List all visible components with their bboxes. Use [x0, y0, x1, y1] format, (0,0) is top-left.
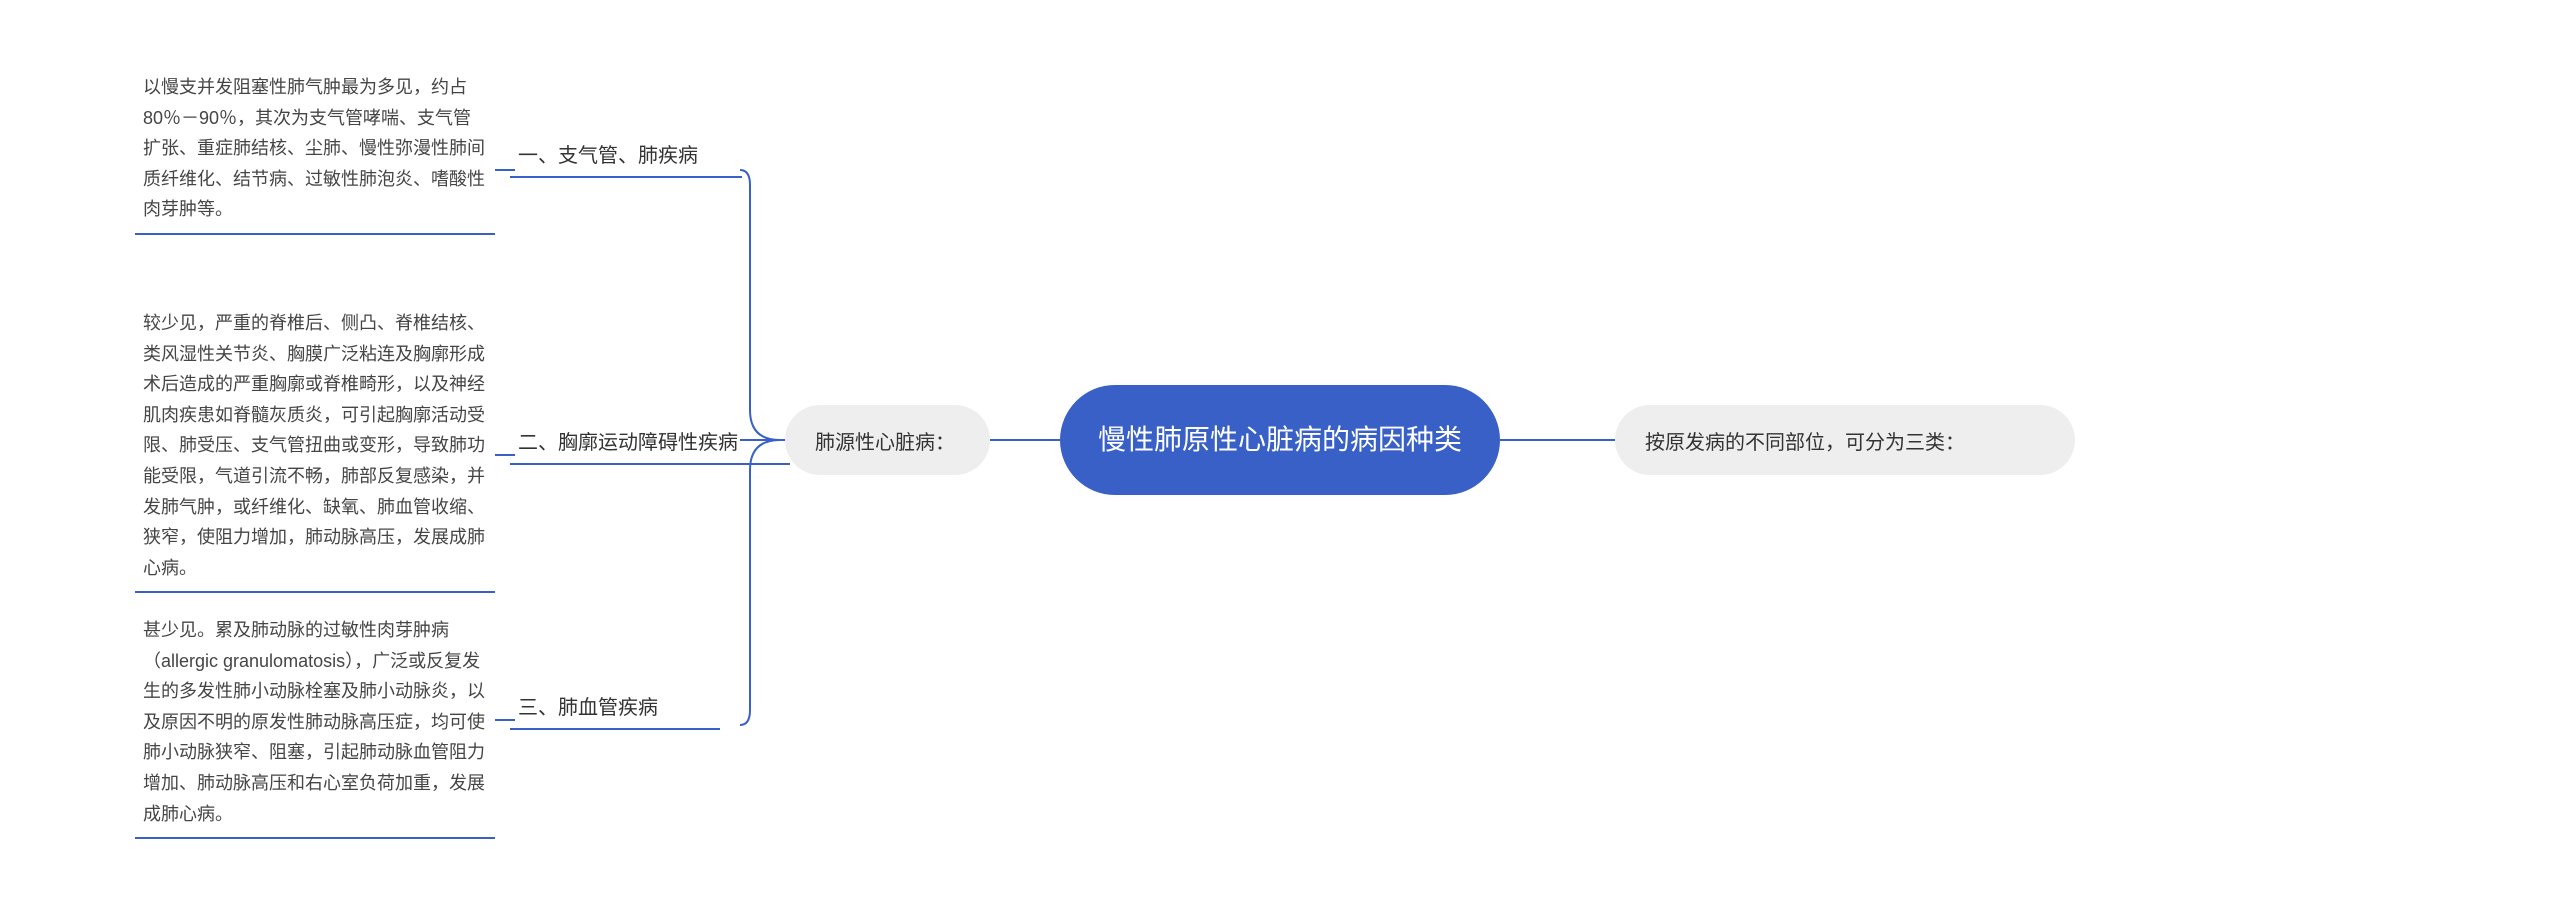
- detail-text-3: 甚少见。累及肺动脉的过敏性肉芽肿病（allergic granulomatosi…: [143, 615, 487, 829]
- category-label-3: 三、肺血管疾病: [518, 691, 658, 720]
- central-title: 慢性肺原性心脏病的病因种类: [1098, 419, 1462, 461]
- detail-node-1[interactable]: 以慢支并发阻塞性肺气肿最为多见，约占80％－90％，其次为支气管哮喘、支气管扩张…: [135, 72, 495, 235]
- connector-left-l1: [990, 420, 1060, 460]
- connector-right: [1500, 420, 1615, 460]
- right-label: 按原发病的不同部位，可分为三类：: [1645, 426, 1965, 455]
- category-label-1: 一、支气管、肺疾病: [518, 139, 698, 168]
- category-node-1[interactable]: 一、支气管、肺疾病: [510, 138, 742, 178]
- central-node[interactable]: 慢性肺原性心脏病的病因种类: [1060, 385, 1500, 495]
- detail-node-3[interactable]: 甚少见。累及肺动脉的过敏性肉芽肿病（allergic granulomatosi…: [135, 615, 495, 839]
- left-l1-label: 肺源性心脏病：: [815, 426, 955, 455]
- left-l1-node[interactable]: 肺源性心脏病：: [785, 405, 990, 475]
- detail-node-2[interactable]: 较少见，严重的脊椎后、侧凸、脊椎结核、类风湿性关节炎、胸膜广泛粘连及胸廓形成术后…: [135, 308, 495, 593]
- detail-text-2: 较少见，严重的脊椎后、侧凸、脊椎结核、类风湿性关节炎、胸膜广泛粘连及胸廓形成术后…: [143, 308, 487, 583]
- detail-text-1: 以慢支并发阻塞性肺气肿最为多见，约占80％－90％，其次为支气管哮喘、支气管扩张…: [143, 72, 487, 225]
- right-node[interactable]: 按原发病的不同部位，可分为三类：: [1615, 405, 2075, 475]
- category-node-2[interactable]: 二、胸廓运动障碍性疾病: [510, 425, 790, 465]
- category-node-3[interactable]: 三、肺血管疾病: [510, 690, 720, 730]
- category-label-2: 二、胸廓运动障碍性疾病: [518, 426, 738, 455]
